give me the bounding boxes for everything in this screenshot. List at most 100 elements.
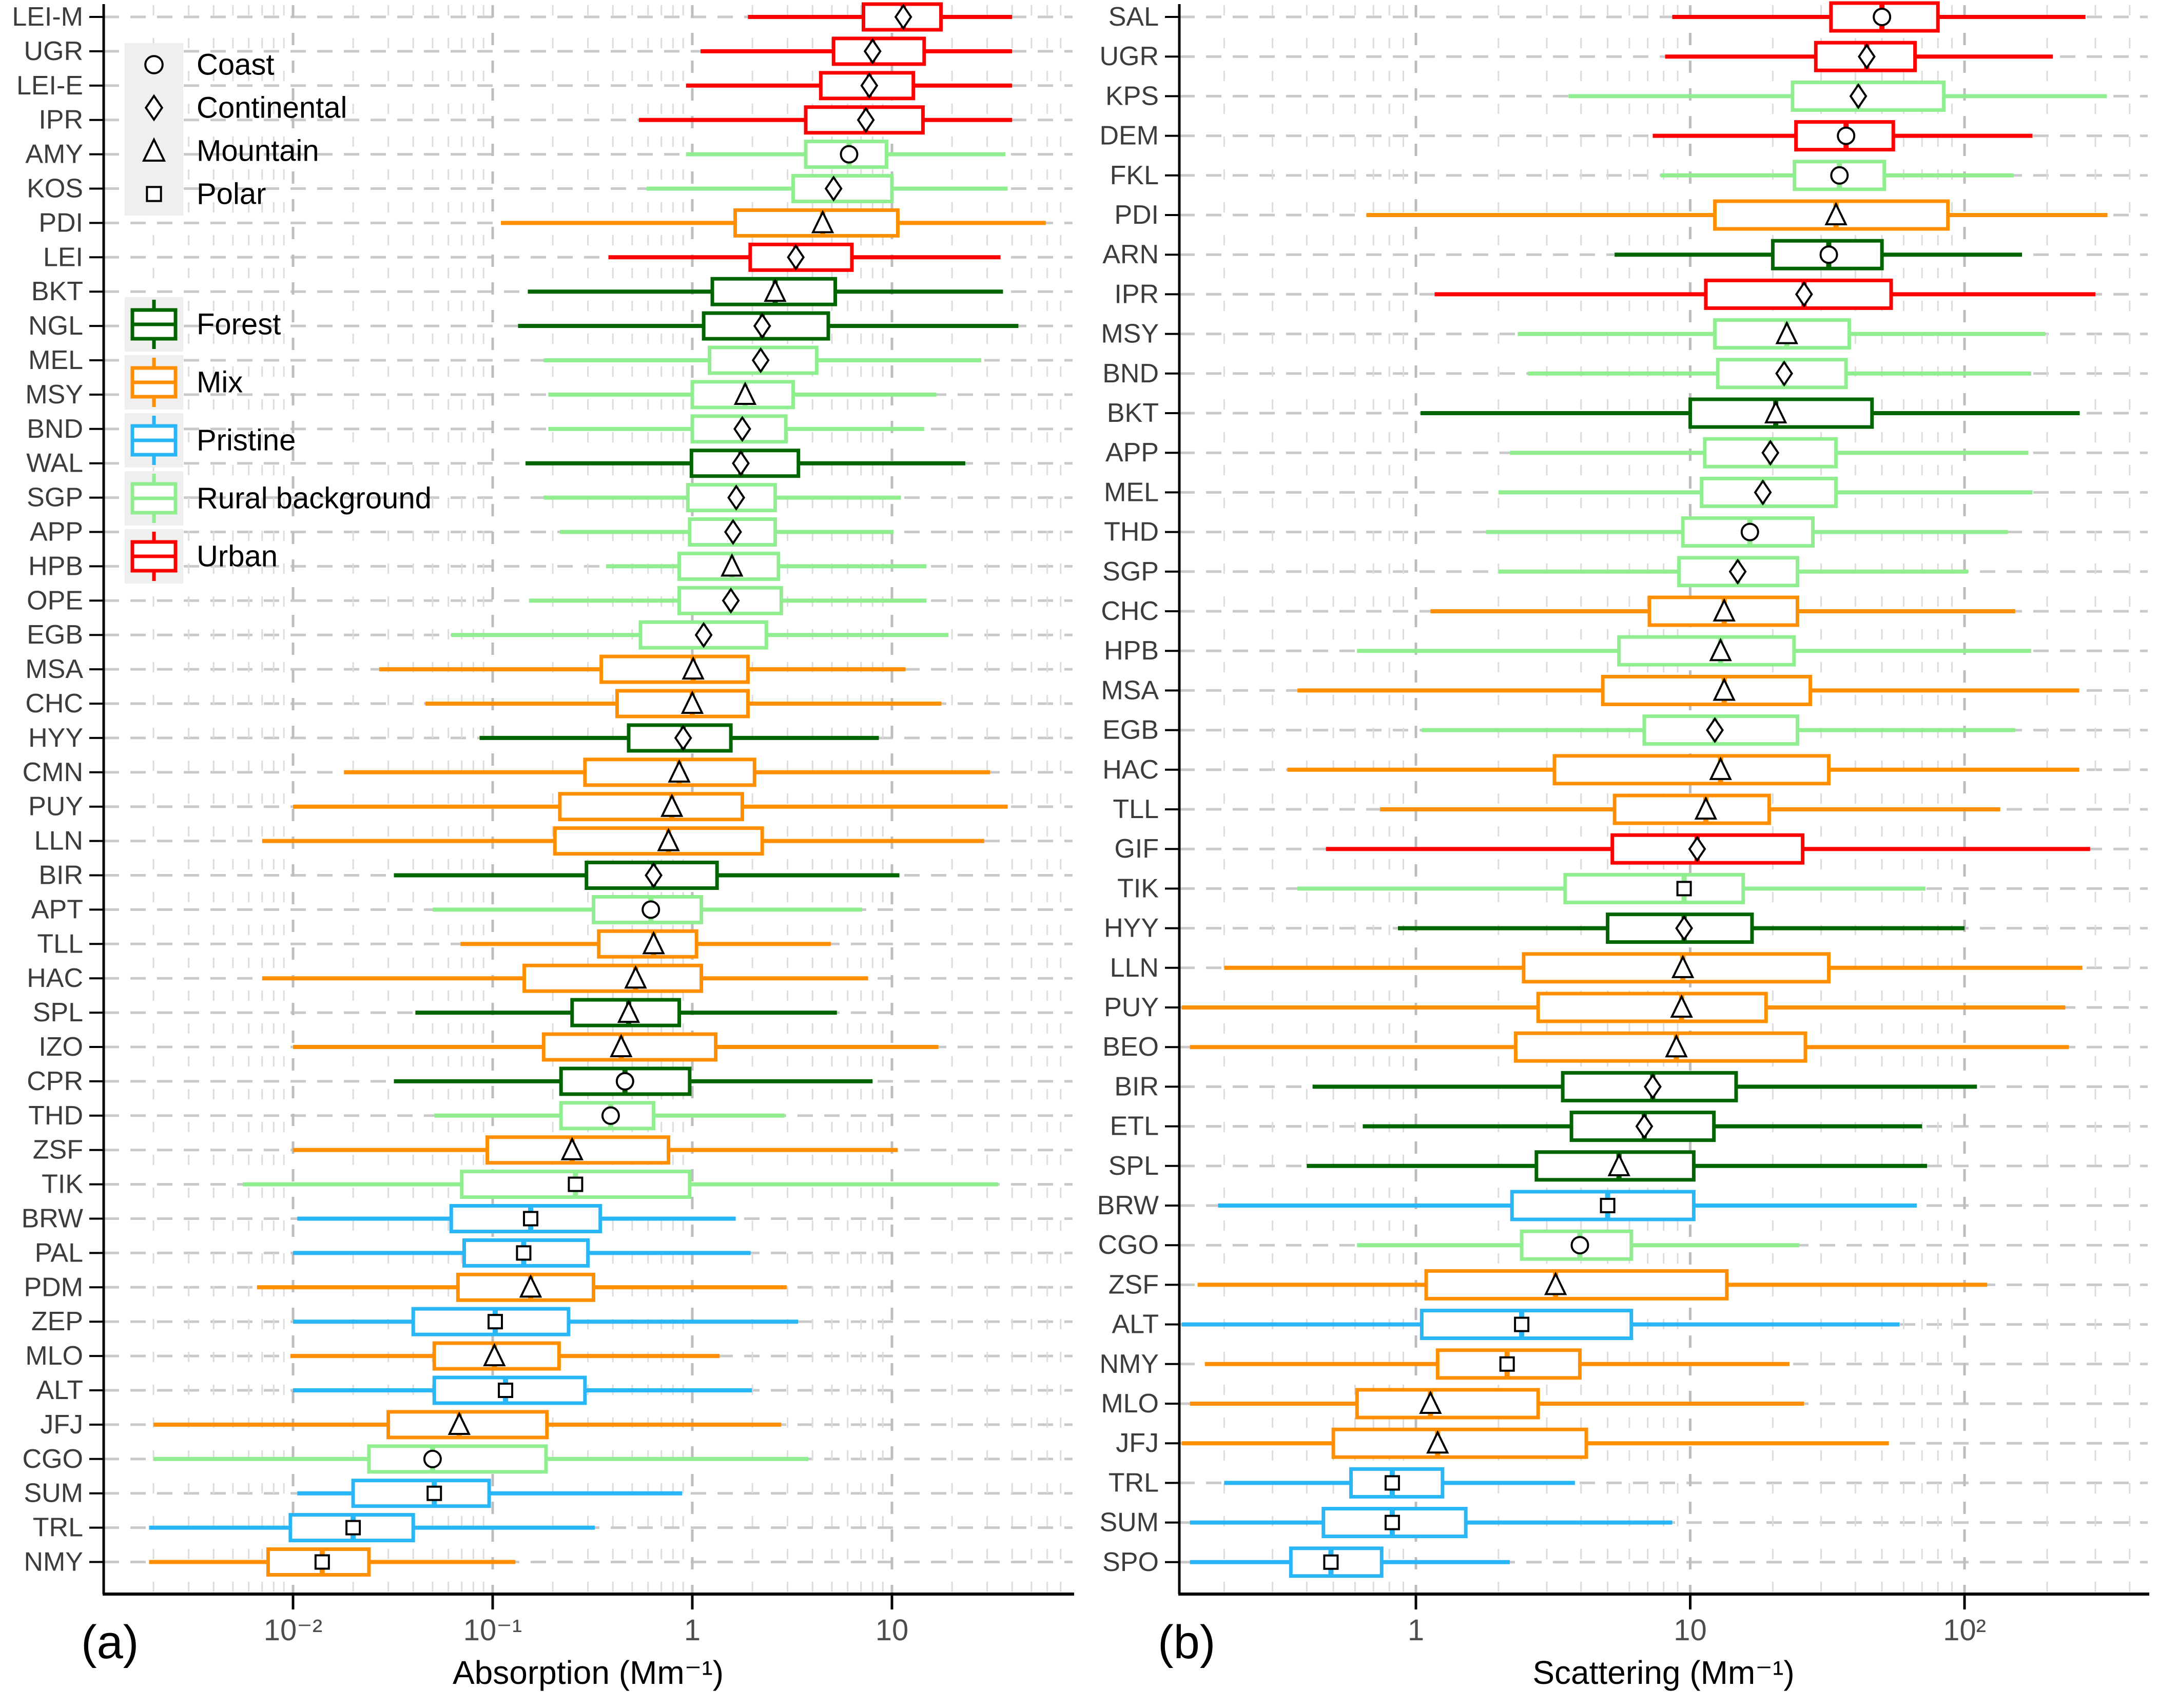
boxplot-row-LEI-E — [686, 71, 1013, 101]
iqr-box — [1617, 635, 1796, 667]
station-label: BEO — [1102, 1032, 1159, 1062]
mean-marker-triangle — [682, 656, 705, 680]
legend-label: Continental — [197, 91, 347, 125]
x-tick-label: 10 — [1674, 1614, 1707, 1647]
station-label: LLN — [34, 826, 83, 856]
iqr-box — [1510, 1190, 1696, 1221]
mean-marker-triangle — [1671, 955, 1695, 978]
iqr-box — [1522, 952, 1831, 984]
mean-marker-circle — [1819, 245, 1838, 264]
mean-marker-diamond — [732, 450, 750, 477]
mean-marker-square — [314, 1554, 330, 1570]
mean-marker-diamond — [1754, 479, 1772, 506]
boxplot-row-ZSF — [1197, 1269, 1988, 1301]
mean-marker-triangle — [721, 553, 744, 577]
iqr-box — [1355, 1388, 1540, 1420]
station-label: BRW — [1097, 1191, 1159, 1220]
boxplot-row-SPL — [1307, 1150, 1927, 1182]
station-label: ALT — [1112, 1310, 1159, 1340]
iqr-box — [1791, 80, 1946, 112]
mean-marker-triangle — [668, 759, 691, 783]
mean-marker-triangle — [1775, 321, 1798, 344]
iqr-box — [1424, 1269, 1729, 1301]
station-label: MEL — [1104, 477, 1159, 507]
mean-marker-diamond — [894, 4, 912, 30]
station-label: DEM — [1099, 121, 1159, 151]
station-label: IPR — [1114, 279, 1159, 309]
iqr-box — [1536, 992, 1768, 1023]
boxplot-row-CGO — [153, 1444, 808, 1474]
x-tick-label: 10⁻¹ — [463, 1614, 522, 1647]
mean-marker-triangle — [642, 930, 665, 955]
legend-item-polar: Polar — [125, 172, 266, 216]
mean-marker-triangle — [1694, 796, 1718, 820]
boxplot-row-CPR — [394, 1066, 873, 1096]
station-label: AMY — [25, 140, 83, 169]
iqr-box — [791, 174, 894, 203]
boxplot-row-TLL — [460, 929, 831, 959]
station-label: LEI-M — [12, 2, 83, 32]
mean-marker-triangle — [1670, 994, 1693, 1018]
boxplot-row-THD — [1486, 516, 2008, 548]
station-label: CPR — [27, 1066, 83, 1096]
station-label: NGL — [28, 311, 83, 341]
boxplot-row-HYY — [479, 723, 879, 753]
boxplot-row-HAC — [262, 963, 868, 993]
station-label: MEL — [28, 345, 83, 375]
legend-label: Urban — [197, 540, 278, 573]
boxplot-row-APP — [1510, 437, 2029, 469]
station-label: HAC — [27, 963, 83, 993]
boxplot-row-SPO — [1190, 1546, 1510, 1578]
station-label: PDI — [38, 208, 83, 238]
station-label: CGO — [23, 1444, 83, 1474]
boxplot-row-GIF — [1326, 833, 2090, 865]
mean-marker-triangle — [1764, 400, 1787, 424]
panel-b: SAL UGR KPS DEM FKL PDI ARN IPR MSY BND BKT APP MEL T… — [1097, 1, 2149, 1647]
station-label: IPR — [38, 105, 83, 135]
mean-marker-circle — [1873, 8, 1892, 26]
mean-marker-square — [1676, 881, 1692, 897]
boxplot-row-BRW — [297, 1204, 736, 1233]
mean-marker-triangle — [1713, 598, 1736, 622]
station-label: BND — [27, 414, 83, 444]
panel-a: LEI-M UGR LEI-E IPR AMY KOS PDI LEI BKT NGL MEL MSY… — [12, 2, 1074, 1647]
station-label: NMY — [24, 1547, 83, 1577]
station-label: OPE — [27, 586, 83, 615]
station-label: CHC — [25, 689, 83, 719]
boxplot-row-PUY — [1181, 992, 2066, 1023]
boxplot-row-BKT — [528, 277, 1003, 306]
mean-marker-square — [487, 1314, 503, 1330]
mean-marker-diamond — [1775, 360, 1793, 387]
legend-item-mountain: Mountain — [125, 129, 319, 172]
boxplot-row-AMY — [686, 140, 1006, 169]
boxplot-row-SUM — [1190, 1507, 1673, 1539]
station-label: ZSF — [33, 1135, 83, 1165]
mean-marker-triangle — [1824, 202, 1848, 226]
mean-marker-diamond — [1761, 439, 1780, 466]
mean-marker-triangle — [657, 828, 680, 851]
boxplot-row-CHC — [1430, 595, 2015, 627]
mean-marker-square — [1323, 1554, 1339, 1570]
boxplot-row-SPL — [415, 998, 837, 1027]
station-label: APT — [31, 895, 83, 924]
mean-marker-diamond — [824, 175, 843, 202]
station-label: IZO — [38, 1032, 83, 1062]
station-label: MSA — [25, 654, 83, 684]
station-label: CMN — [23, 758, 83, 787]
legend-label: Pristine — [197, 424, 296, 457]
station-label: BKT — [31, 277, 83, 306]
station-label: HYY — [28, 723, 83, 753]
station-label: TLL — [1113, 794, 1159, 824]
mean-marker-circle — [641, 900, 660, 919]
station-label: ALT — [36, 1375, 83, 1405]
iqr-box — [1610, 833, 1805, 865]
boxplot-row-SGP — [1498, 556, 1968, 588]
boxplot-row-LLN — [1224, 952, 2083, 984]
boxplot-row-ZEP — [293, 1307, 799, 1336]
station-label: CHC — [1101, 596, 1159, 626]
boxplot-row-JFJ — [153, 1410, 782, 1440]
boxplot-row-APP — [559, 517, 894, 547]
station-label: TRL — [1109, 1468, 1159, 1498]
boxplot-row-IZO — [293, 1032, 939, 1062]
boxplot-row-PDI — [501, 208, 1046, 238]
